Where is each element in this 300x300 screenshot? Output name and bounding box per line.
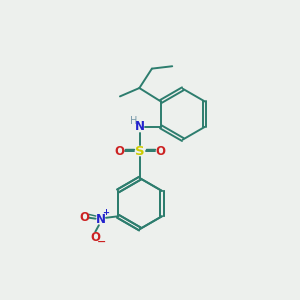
Text: H: H — [130, 116, 137, 127]
Text: −: − — [97, 236, 106, 246]
Text: S: S — [135, 145, 145, 158]
Text: O: O — [114, 145, 124, 158]
Text: +: + — [103, 208, 110, 217]
Text: O: O — [90, 231, 100, 244]
Text: N: N — [96, 213, 106, 226]
Text: O: O — [156, 145, 166, 158]
Text: O: O — [79, 211, 89, 224]
Text: N: N — [135, 120, 145, 134]
